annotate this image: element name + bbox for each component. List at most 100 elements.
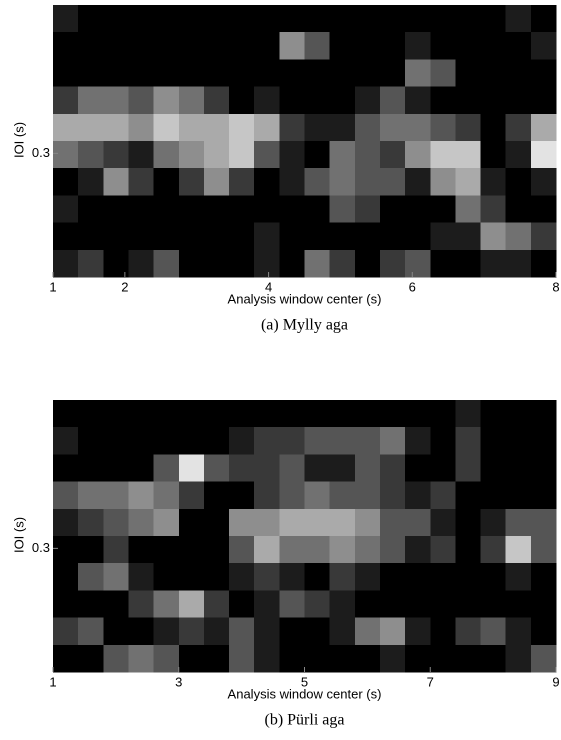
heat-cell — [354, 32, 381, 60]
heat-cell — [329, 617, 356, 646]
x-tick-label: 6 — [409, 279, 416, 294]
heat-cell — [405, 5, 431, 33]
heat-cell — [279, 508, 305, 537]
heat-cell — [203, 113, 230, 142]
heat-cell — [78, 195, 104, 224]
heat-cell — [430, 536, 456, 564]
heat-cell — [455, 590, 482, 619]
heat-cell — [505, 32, 532, 60]
x-tick-label: 8 — [552, 279, 559, 294]
heat-cell — [505, 195, 532, 224]
heat-cell — [279, 400, 305, 428]
heat-cell — [354, 427, 381, 455]
heat-cell — [329, 59, 356, 88]
heat-cell — [405, 644, 431, 673]
heat-cell — [78, 590, 104, 619]
heat-cell — [430, 32, 456, 60]
heat-cell — [103, 86, 129, 115]
x-tick-label: 4 — [265, 279, 272, 294]
heat-cell — [530, 508, 557, 537]
heat-cell — [329, 168, 356, 196]
heat-cell — [505, 59, 532, 88]
heat-cell — [329, 590, 356, 619]
heat-cell — [153, 563, 180, 591]
heat-cell — [455, 249, 482, 278]
heat-cell — [405, 427, 431, 455]
heat-cell — [78, 113, 104, 142]
heat-cell — [530, 400, 557, 428]
heat-cell — [254, 141, 280, 169]
heat-cell — [430, 644, 456, 673]
heat-cell — [103, 222, 129, 251]
heat-cell — [279, 427, 305, 455]
heat-cell — [103, 168, 129, 196]
heat-cell — [178, 59, 205, 88]
heat-cell — [279, 644, 305, 673]
heat-cell — [279, 249, 305, 278]
heat-cell — [379, 454, 406, 483]
heat-cell — [203, 249, 230, 278]
y-tick-label: 0.3 — [32, 540, 50, 555]
heat-cell — [329, 195, 356, 224]
heat-cell — [254, 59, 280, 88]
heat-cell — [53, 59, 79, 88]
heat-cell — [530, 141, 557, 169]
heat-cell — [128, 508, 155, 537]
heat-cell — [78, 249, 104, 278]
heat-cell — [229, 86, 255, 115]
heat-cell — [304, 454, 331, 483]
heat-cell — [153, 5, 180, 33]
heat-cell — [153, 536, 180, 564]
heat-cell — [254, 427, 280, 455]
heat-cell — [354, 195, 381, 224]
y-axis-label: IOI (s) — [11, 122, 26, 158]
heat-cell — [430, 168, 456, 196]
heat-cell — [455, 5, 482, 33]
heat-cell — [329, 644, 356, 673]
heat-cell — [53, 536, 79, 564]
heat-cell — [78, 141, 104, 169]
heat-cell — [379, 617, 406, 646]
heat-cell — [53, 168, 79, 196]
heat-cell — [379, 563, 406, 591]
heat-cell — [379, 590, 406, 619]
heat-cell — [480, 508, 507, 537]
heat-cell — [103, 400, 129, 428]
heat-cell — [128, 86, 155, 115]
heat-cell — [530, 536, 557, 564]
heat-cell — [128, 195, 155, 224]
heat-cell — [379, 113, 406, 142]
heat-cell — [379, 536, 406, 564]
heat-cell — [304, 113, 331, 142]
heat-cell — [379, 59, 406, 88]
heat-cell — [203, 86, 230, 115]
heat-cell — [53, 427, 79, 455]
heat-cell — [254, 400, 280, 428]
x-tick-label: 1 — [49, 674, 56, 689]
heat-cell — [53, 222, 79, 251]
heat-cell — [329, 32, 356, 60]
heat-cell — [455, 508, 482, 537]
heat-cell — [53, 644, 79, 673]
heat-cell — [304, 427, 331, 455]
heat-cell — [53, 5, 79, 33]
heat-cell — [304, 32, 331, 60]
heat-cell — [103, 113, 129, 142]
heat-cell — [505, 481, 532, 510]
heatmap — [53, 400, 557, 673]
heat-cell — [505, 454, 532, 483]
heat-cell — [103, 427, 129, 455]
heat-cell — [53, 590, 79, 619]
heat-cell — [379, 427, 406, 455]
heat-cell — [53, 195, 79, 224]
heat-cell — [505, 86, 532, 115]
heat-cell — [203, 141, 230, 169]
x-axis-label: Analysis window center (s) — [228, 291, 382, 306]
heat-cell — [304, 86, 331, 115]
heat-cell — [405, 168, 431, 196]
heat-cell — [203, 644, 230, 673]
heat-cell — [78, 617, 104, 646]
heat-cell — [405, 454, 431, 483]
heat-cell — [229, 141, 255, 169]
heat-cell — [329, 249, 356, 278]
